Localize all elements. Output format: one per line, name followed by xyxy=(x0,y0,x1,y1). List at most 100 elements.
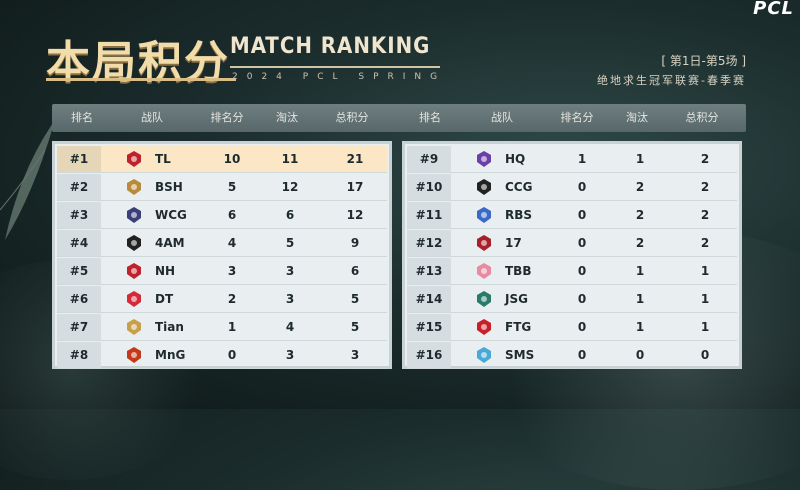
col-elims: 淘汰 xyxy=(626,111,648,124)
title-divider xyxy=(230,66,440,68)
total-points: 6 xyxy=(350,264,360,278)
total-points: 1 xyxy=(700,292,710,306)
table-row: #1 TL 10 11 21 xyxy=(57,146,387,173)
rank-cell: #10 xyxy=(407,174,451,200)
eliminations: 6 xyxy=(285,208,295,222)
ranking-table-left: #1 TL 10 11 21 #2 BSH 5 12 17 #3 WCG 6 6 12 #4 4AM 4 5 9 #5 N… xyxy=(52,141,392,369)
placement-points: 0 xyxy=(577,292,587,306)
placement-points: 3 xyxy=(227,264,237,278)
table-row: #12 17 0 2 2 xyxy=(407,230,737,257)
total-points: 21 xyxy=(346,152,364,166)
eliminations: 3 xyxy=(285,292,295,306)
tbb-logo-icon xyxy=(477,263,491,279)
season-subtitle: 2024 PCL SPRING xyxy=(232,72,447,82)
eliminations: 1 xyxy=(635,152,645,166)
leaf-decoration xyxy=(0,120,55,240)
total-points: 0 xyxy=(700,348,710,362)
placement-points: 0 xyxy=(577,264,587,278)
total-points: 12 xyxy=(346,208,364,222)
table-row: #16 SMS 0 0 0 xyxy=(407,342,737,369)
rank-cell: #3 xyxy=(57,202,101,228)
tian-logo-icon xyxy=(127,319,141,335)
team-name: FTG xyxy=(505,320,532,334)
total-points: 2 xyxy=(700,180,710,194)
total-points: 2 xyxy=(700,208,710,222)
col-rank: 排名 xyxy=(419,111,441,124)
placement-points: 0 xyxy=(227,348,237,362)
placement-points: 1 xyxy=(227,320,237,334)
total-points: 17 xyxy=(346,180,364,194)
placement-points: 0 xyxy=(577,180,587,194)
table-row: #8 MnG 0 3 3 xyxy=(57,342,387,369)
eliminations: 2 xyxy=(635,208,645,222)
team-name: JSG xyxy=(505,292,528,306)
total-points: 1 xyxy=(700,264,710,278)
eliminations: 4 xyxy=(285,320,295,334)
placement-points: 1 xyxy=(577,152,587,166)
eliminations: 1 xyxy=(635,264,645,278)
rank-cell: #15 xyxy=(407,314,451,340)
table-row: #14 JSG 0 1 1 xyxy=(407,286,737,313)
table-row: #5 NH 3 3 6 xyxy=(57,258,387,285)
placement-points: 0 xyxy=(577,348,587,362)
team-name: WCG xyxy=(155,208,187,222)
round-label: [ 第1日-第5场 ] xyxy=(661,54,746,68)
col-total: 总积分 xyxy=(335,111,369,124)
eliminations: 12 xyxy=(281,180,299,194)
table-row: #2 BSH 5 12 17 xyxy=(57,174,387,201)
eliminations: 2 xyxy=(635,180,645,194)
page-title-english: MATCH RANKING xyxy=(230,34,431,59)
ranking-table-right: #9 HQ 1 1 2 #10 CCG 0 2 2 #11 RBS 0 2 2 #12 17 0 2 2 #13 TBB 0… xyxy=(402,141,742,369)
team-name: 4AM xyxy=(155,236,185,250)
hq-logo-icon xyxy=(477,151,491,167)
eliminations: 3 xyxy=(285,264,295,278)
eliminations: 1 xyxy=(635,320,645,334)
total-points: 5 xyxy=(350,292,360,306)
rank-cell: #5 xyxy=(57,258,101,284)
rank-cell: #7 xyxy=(57,314,101,340)
table-row: #7 Tian 1 4 5 xyxy=(57,314,387,341)
table-row: #13 TBB 0 1 1 xyxy=(407,258,737,285)
pcl-logo: PCL xyxy=(753,0,794,19)
team-name: BSH xyxy=(155,180,183,194)
rank-cell: #6 xyxy=(57,286,101,312)
nh-logo-icon xyxy=(127,263,141,279)
rank-cell: #11 xyxy=(407,202,451,228)
tl-logo-icon xyxy=(127,151,141,167)
team-name: CCG xyxy=(505,180,533,194)
table-row: #4 4AM 4 5 9 xyxy=(57,230,387,257)
rank-cell: #4 xyxy=(57,230,101,256)
col-team: 战队 xyxy=(491,111,513,124)
ccg-logo-icon xyxy=(477,179,491,195)
col-elims: 淘汰 xyxy=(276,111,298,124)
ftg-logo-icon xyxy=(477,319,491,335)
placement-points: 5 xyxy=(227,180,237,194)
title-underline xyxy=(46,78,236,81)
placement-points: 0 xyxy=(577,208,587,222)
team-name: RBS xyxy=(505,208,533,222)
placement-points: 10 xyxy=(223,152,241,166)
col-team: 战队 xyxy=(141,111,163,124)
placement-points: 0 xyxy=(577,320,587,334)
rank-cell: #13 xyxy=(407,258,451,284)
total-points: 2 xyxy=(700,152,710,166)
wcg-logo-icon xyxy=(127,207,141,223)
placement-points: 4 xyxy=(227,236,237,250)
rank-cell: #8 xyxy=(57,342,101,368)
17-logo-icon xyxy=(477,235,491,251)
team-name: DT xyxy=(155,292,174,306)
table-row: #3 WCG 6 6 12 xyxy=(57,202,387,229)
rank-cell: #12 xyxy=(407,230,451,256)
4am-logo-icon xyxy=(127,235,141,251)
eliminations: 5 xyxy=(285,236,295,250)
total-points: 9 xyxy=(350,236,360,250)
jsg-logo-icon xyxy=(477,291,491,307)
total-points: 3 xyxy=(350,348,360,362)
event-label: 绝地求生冠军联赛-春季赛 xyxy=(597,74,746,87)
rank-cell: #2 xyxy=(57,174,101,200)
eliminations: 2 xyxy=(635,236,645,250)
dt-logo-icon xyxy=(127,291,141,307)
eliminations: 3 xyxy=(285,348,295,362)
team-name: HQ xyxy=(505,152,526,166)
team-name: MnG xyxy=(155,348,186,362)
